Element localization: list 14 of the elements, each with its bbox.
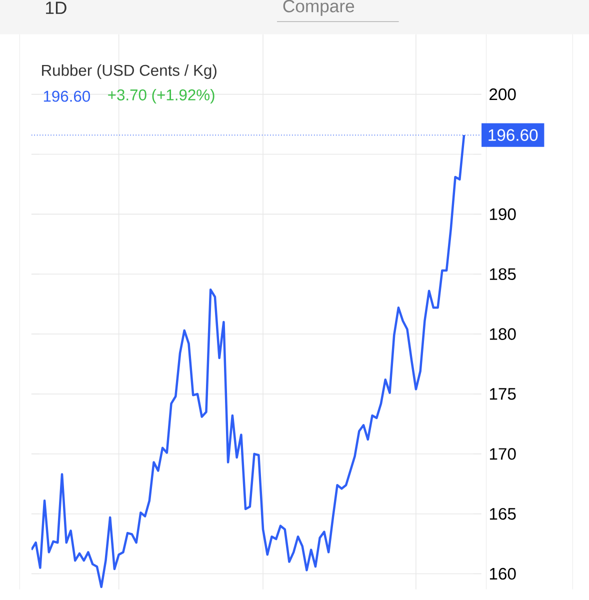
annotation: +3.70 (+1.92%) [108, 88, 214, 104]
text: Rubber (USD Cents / Kg) [42, 64, 216, 80]
y-tick-label: 185 [490, 268, 516, 280]
ref-line-label: 196.60 [488, 129, 538, 141]
text: 196.60 [44, 90, 90, 102]
y-tick-label: 160 [490, 568, 516, 580]
y-tick-label: 165 [490, 508, 516, 520]
y-tick-label: 190 [490, 208, 516, 220]
y-tick-label: 170 [490, 448, 516, 460]
y-tick-label: 200 [489, 88, 516, 100]
y-tick-label: 175 [490, 388, 516, 400]
text: Compare [283, 0, 354, 16]
y-tick-label: 180 [490, 328, 516, 340]
text: 1D [46, 2, 66, 14]
